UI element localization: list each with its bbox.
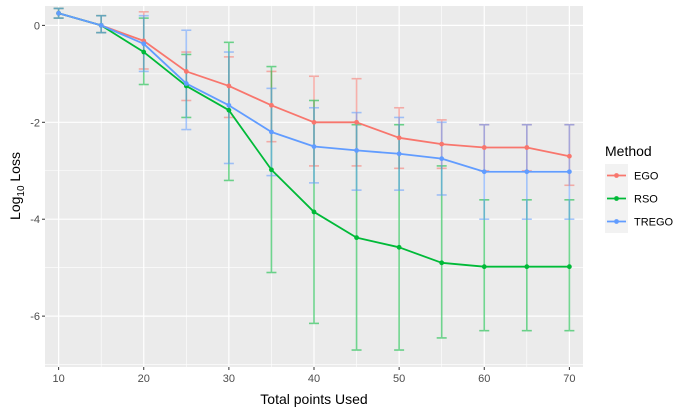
trego-point (269, 129, 274, 135)
legend-item-ego: EGO (605, 164, 659, 187)
trego-point (98, 22, 104, 28)
y-axis-ticks: 0 -2 -4 -6 (30, 20, 45, 323)
y-axis-title-rest: Loss (7, 152, 23, 185)
ego-point (439, 141, 445, 147)
ego-point (354, 119, 359, 125)
legend-label: TREGO (634, 217, 674, 229)
trego-point (354, 148, 359, 153)
trego-point (524, 169, 530, 175)
rso-point (481, 264, 487, 270)
legend-item-trego: TREGO (605, 210, 674, 233)
y-tick-label: -4 (30, 214, 40, 226)
y-tick-label: 0 (34, 20, 40, 32)
ego-point (524, 145, 530, 150)
ego-point (311, 119, 317, 125)
x-tick-label: 20 (138, 373, 150, 385)
trego-point (56, 10, 62, 16)
legend-key-point (614, 219, 619, 224)
x-tick-label: 30 (223, 373, 235, 385)
ego-point (481, 145, 487, 150)
rso-point (396, 244, 402, 250)
legend-key-point (614, 173, 619, 178)
y-tick-label: -6 (30, 311, 40, 323)
x-axis-ticks: 10 20 30 40 50 60 70 (52, 367, 576, 385)
trego-point (439, 156, 445, 162)
legend-label: EGO (634, 171, 659, 183)
y-axis-title-base: Log (7, 197, 23, 220)
y-axis-title: Log10 Loss (7, 152, 27, 220)
trego-point (566, 169, 572, 175)
ego-point (566, 153, 572, 159)
legend-title: Method (605, 143, 652, 159)
trego-point (141, 41, 147, 47)
x-axis-title: Total points Used (260, 391, 367, 407)
trego-point (311, 144, 317, 149)
legend: Method EGO RSO TREGO (605, 143, 674, 233)
rso-point (354, 235, 359, 241)
rso-point (439, 260, 445, 266)
x-tick-label: 60 (478, 373, 490, 385)
rso-point (524, 264, 530, 270)
x-tick-label: 40 (308, 373, 320, 385)
rso-point (141, 49, 147, 55)
ego-point (396, 135, 402, 141)
legend-item-rso: RSO (605, 187, 658, 210)
trego-point (183, 81, 189, 86)
y-tick-label: -2 (30, 117, 40, 129)
y-axis-title-subscript: 10 (16, 185, 27, 197)
trego-point (481, 169, 487, 175)
rso-point (311, 209, 317, 215)
trego-point (396, 151, 402, 157)
trego-point (226, 102, 232, 108)
legend-label: RSO (634, 194, 658, 206)
x-tick-label: 50 (393, 373, 405, 385)
rso-point (269, 167, 274, 173)
rso-point (566, 264, 572, 270)
ego-point (183, 69, 189, 74)
ego-point (269, 102, 274, 108)
x-tick-label: 70 (563, 373, 575, 385)
x-tick-label: 10 (52, 373, 64, 385)
ego-point (226, 83, 232, 89)
series-points (56, 10, 572, 270)
rso-point (226, 107, 232, 113)
legend-key-point (614, 196, 619, 201)
